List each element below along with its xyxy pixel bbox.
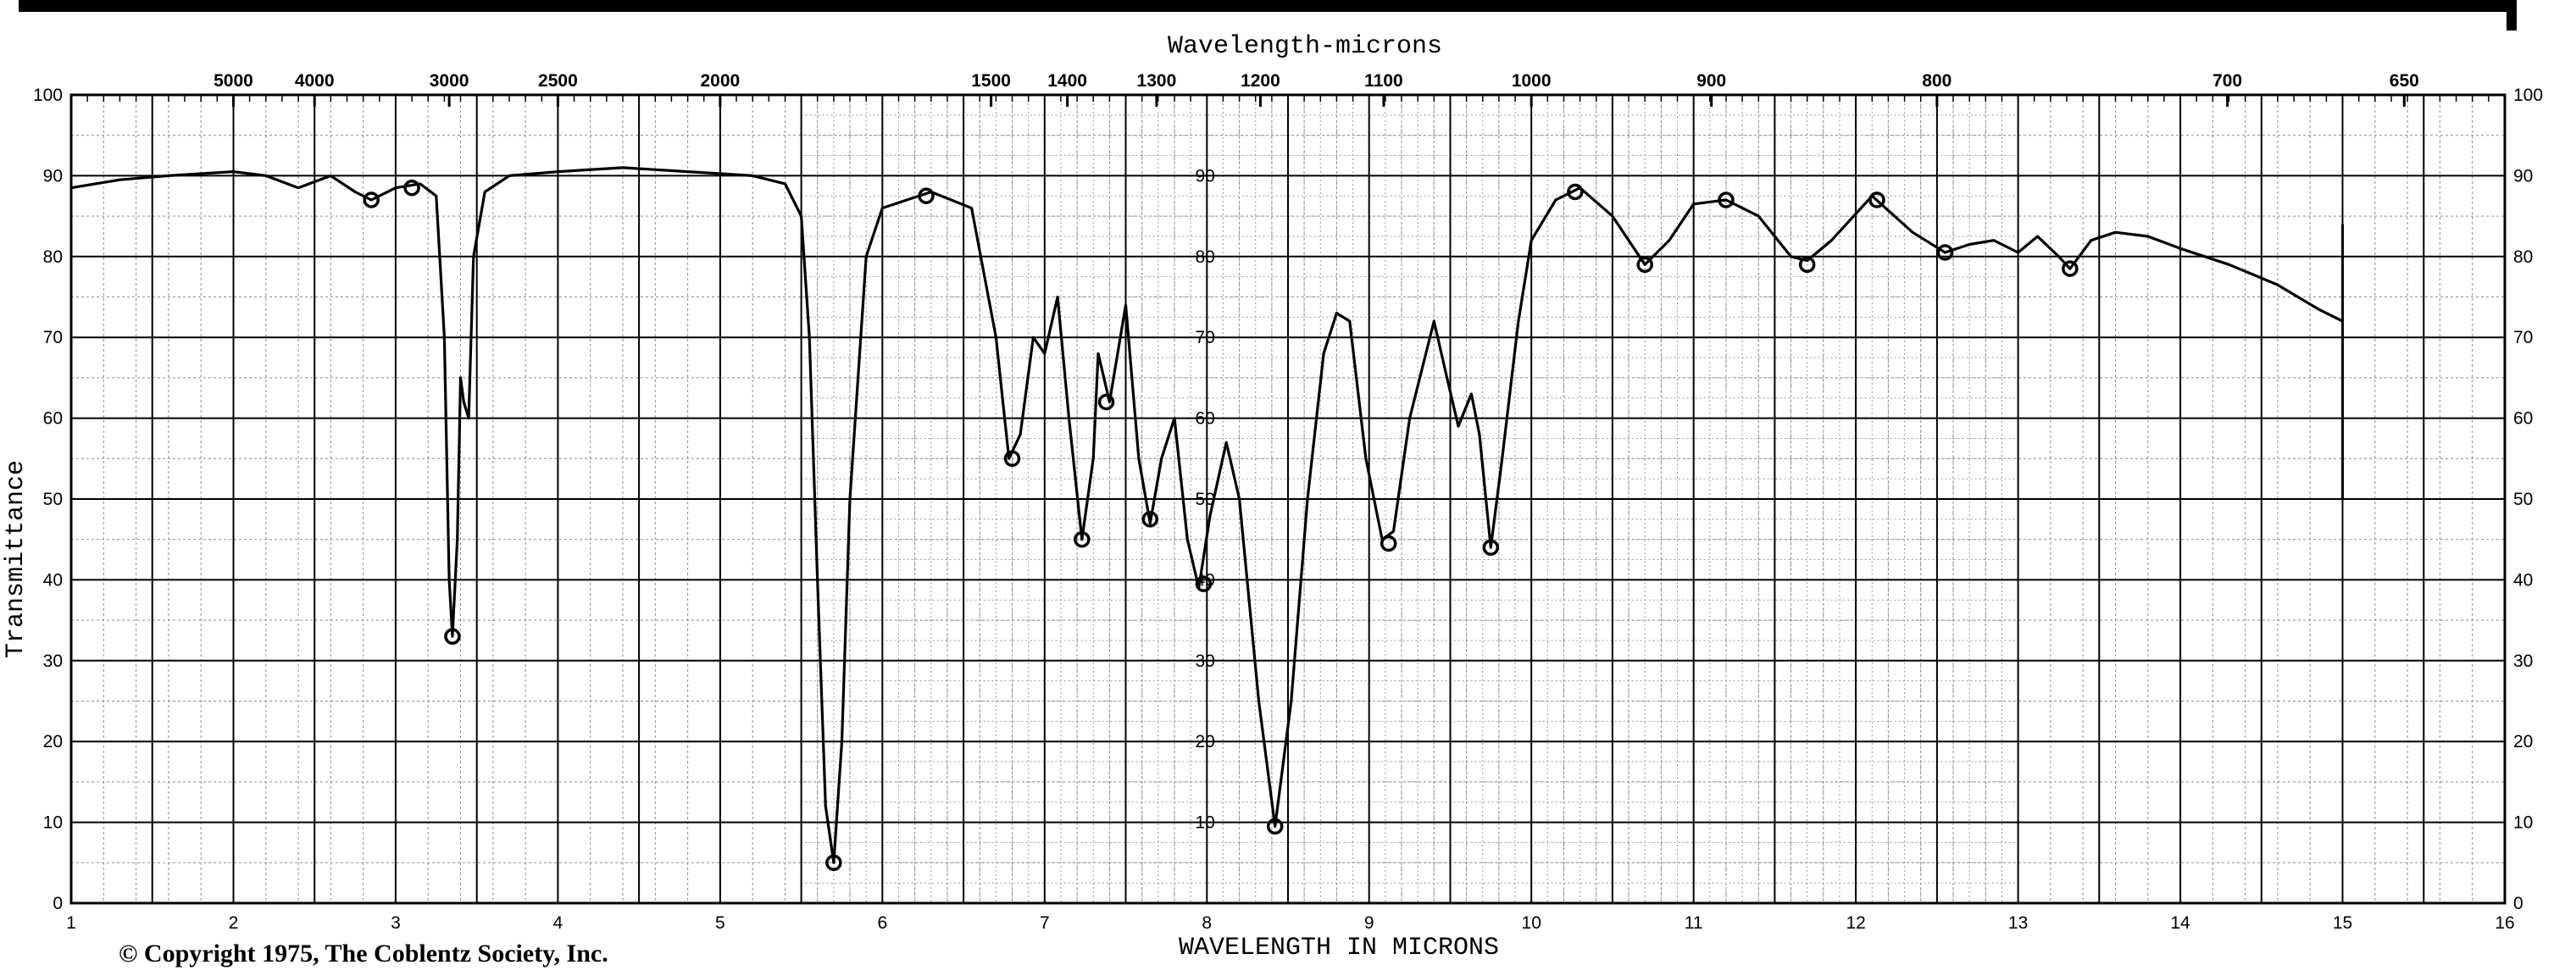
y-tick-label-inner: 10 [1195,813,1214,833]
y-tick-label-right: 90 [2513,166,2533,186]
peak-marker [1482,539,1500,556]
peak-marker [1798,256,1816,274]
top-tick-label: 4000 [295,71,335,91]
y-tick-label-inner: 30 [1195,652,1214,671]
y-tick-label-inner: 60 [1195,409,1214,429]
copyright-notice: © Copyright 1975, The Coblentz Society, … [119,940,608,968]
y-tick-label-right: 100 [2513,86,2543,105]
y-tick-label-left: 80 [43,247,63,267]
top-tick-label: 700 [2212,71,2242,91]
peak-marker [1097,393,1115,411]
y-tick-label-right: 20 [2513,732,2533,751]
top-border-corner [2507,0,2517,30]
top-tick-label: 2000 [701,71,741,91]
peak-marker [825,854,842,872]
top-tick-label: 5000 [214,71,253,91]
x-tick-label: 4 [553,913,564,933]
x-tick-label: 1 [66,913,76,933]
y-tick-label-inner: 90 [1195,166,1214,186]
top-axis-title: Wavelength-microns [1168,32,1442,61]
peak-marker [1868,191,1885,208]
peak-marker [1003,450,1021,468]
top-tick-label: 2500 [538,71,578,91]
x-tick-label: 10 [1522,913,1541,933]
y-tick-label-inner: 50 [1195,490,1214,509]
top-tick-label: 1300 [1137,71,1177,91]
y-tick-label-left: 70 [43,328,63,347]
x-tick-label: 15 [2333,913,2352,933]
top-tick-label: 1500 [971,71,1011,91]
x-axis-title: WAVELENGTH IN MICRONS [1179,934,1499,962]
x-tick-label: 8 [1202,913,1212,933]
y-tick-label-left: 50 [43,490,63,509]
peak-marker [1141,511,1159,528]
peak-marker [363,191,380,208]
peak-marker [1567,183,1584,201]
y-tick-label-inner: 20 [1195,732,1214,751]
y-tick-label-right: 10 [2513,813,2533,833]
x-tick-label: 6 [877,913,887,933]
y-axis-left-ticks: 0 10 20 30 40 50 60 70 80 90 100 [33,86,63,913]
top-tick-label: 900 [1696,71,1726,91]
y-tick-label-left: 100 [33,86,63,105]
x-axis-ticks: 1 2 3 4 5 6 7 8 9 10 11 12 13 14 15 16 [66,913,2515,933]
x-tick-label: 9 [1364,913,1374,933]
y-tick-label-left: 90 [43,166,63,186]
y-tick-label-right: 40 [2513,570,2533,590]
x-tick-label: 14 [2170,913,2190,933]
peak-marker [403,179,420,197]
peak-marker [1074,530,1091,548]
top-tick-label: 650 [2390,71,2419,91]
peak-marker [1718,191,1735,208]
y-tick-label-left: 30 [43,652,63,671]
y-tick-label-right: 50 [2513,490,2533,509]
y-tick-label-left: 10 [43,813,63,833]
y-tick-label-right: 0 [2513,894,2523,913]
y-tick-label-right: 80 [2513,247,2533,267]
top-tick-label: 1100 [1364,71,1403,91]
x-tick-label: 7 [1040,913,1050,933]
peak-marker [918,187,935,204]
peak-markers [363,179,2079,872]
top-tick-label: 1000 [1512,71,1552,91]
top-axis-wavenumber: 5000 4000 3000 2500 2000 1500 1400 1300 1200 1100… [70,71,2506,499]
top-tick-label: 3000 [430,71,469,91]
y-tick-label-inner: 80 [1195,247,1214,267]
y-tick-label-left: 20 [43,732,63,751]
y-axis-right-ticks: 0 10 20 30 40 50 60 70 80 90 100 [2513,86,2543,913]
top-border-bar [19,0,2513,12]
x-tick-label: 11 [1685,913,1703,933]
x-tick-label: 16 [2495,913,2514,933]
y-tick-label-inner: 70 [1195,328,1214,347]
x-tick-label: 12 [1846,913,1865,933]
top-tick-label: 1200 [1241,71,1280,91]
series-line-spectrum [70,166,2344,864]
top-tick-label: 1400 [1047,71,1087,91]
peak-marker [1636,256,1653,274]
x-tick-label: 2 [229,913,239,933]
y-tick-label-right: 30 [2513,652,2533,671]
y-tick-label-right: 70 [2513,328,2533,347]
top-minor-ticks [70,95,2506,102]
y-tick-label-left: 0 [53,894,63,913]
y-tick-label-left: 60 [43,409,63,429]
peak-marker [444,628,461,645]
peak-marker [1266,818,1284,835]
peak-marker [1380,535,1397,552]
x-tick-label: 13 [2008,913,2028,933]
peak-marker [2062,260,2079,277]
peak-marker [1195,575,1213,592]
x-tick-label: 5 [715,913,725,933]
top-tick-label: 800 [1922,71,1951,91]
peak-marker [1936,244,1954,261]
x-tick-label: 3 [391,913,401,933]
y-tick-label-left: 40 [43,570,63,590]
y-tick-label-right: 60 [2513,409,2533,429]
y-axis-title: Transmittance [2,460,31,658]
